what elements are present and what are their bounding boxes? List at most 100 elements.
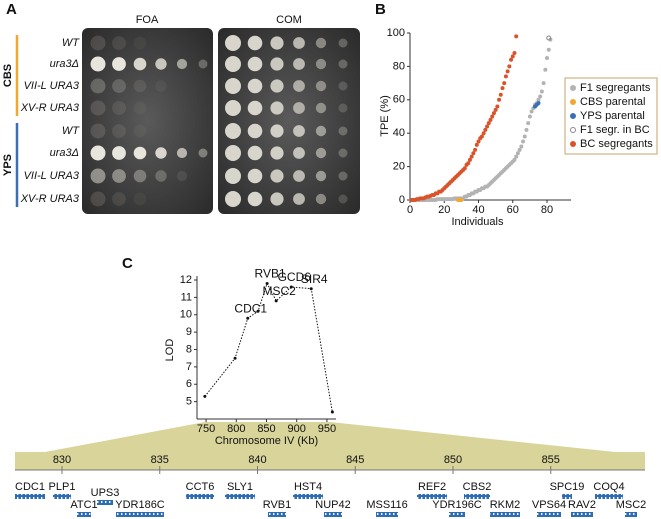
- data-point: [473, 147, 478, 152]
- colony-spot: [90, 168, 106, 184]
- x-axis-label: Individuals: [452, 216, 504, 228]
- colony-spot: [90, 191, 106, 207]
- x-tick-label: 40: [472, 204, 484, 216]
- colony-spot: [270, 192, 284, 206]
- gene-label: CCT6: [186, 481, 215, 493]
- x-tick-label: 800: [227, 423, 245, 435]
- data-point: [486, 121, 491, 126]
- x-tick-label: 60: [507, 204, 519, 216]
- colony-spot: [247, 35, 263, 51]
- gene-glyph: [186, 494, 214, 499]
- colony-spot: [247, 100, 263, 116]
- gene-glyph: [324, 512, 342, 517]
- colony-spot: [338, 148, 348, 158]
- colony-spot: [293, 147, 305, 159]
- legend-marker: [570, 141, 576, 147]
- colony-spot: [112, 192, 126, 206]
- data-point: [256, 309, 260, 313]
- gene-label: NUP42: [315, 499, 350, 511]
- colony-spot: [112, 146, 126, 160]
- data-point: [474, 142, 479, 147]
- data-point: [521, 139, 526, 144]
- gene-glyph: [464, 494, 490, 499]
- point-label: GCD6: [278, 270, 312, 284]
- column-label: COM: [276, 14, 302, 26]
- colony-spot: [270, 57, 284, 71]
- colony-spot: [293, 80, 305, 92]
- data-point: [246, 316, 250, 320]
- data-point: [203, 394, 207, 398]
- data-point: [543, 67, 548, 72]
- colony-spot: [338, 194, 348, 204]
- data-point: [483, 127, 488, 132]
- x-tick-label: 0: [407, 204, 413, 216]
- colony-spot: [338, 59, 348, 69]
- y-tick-label: 8: [186, 343, 192, 355]
- gene-label: REF2: [418, 481, 446, 493]
- map-tick-label: 845: [346, 454, 364, 466]
- colony-spot: [293, 193, 305, 205]
- gene-glyph: [97, 500, 113, 505]
- colony-spot: [270, 101, 284, 115]
- y-tick-label: 10: [180, 309, 192, 321]
- gene-glyph: [537, 512, 561, 517]
- point-label: MSC2: [262, 284, 296, 298]
- data-point: [546, 47, 551, 52]
- panel-label: B: [375, 1, 386, 18]
- data-point: [265, 281, 269, 285]
- colony-spot: [338, 171, 348, 181]
- data-point: [536, 101, 541, 106]
- plate: [82, 28, 213, 214]
- legend-marker: [570, 113, 576, 119]
- map-tick-label: 855: [542, 454, 560, 466]
- colony-spot: [315, 170, 327, 182]
- y-tick-label: 60: [393, 94, 405, 106]
- legend-marker: [570, 127, 576, 133]
- colony-spot: [133, 57, 147, 71]
- colony-spot: [247, 56, 263, 72]
- gene-glyph: [625, 512, 637, 517]
- y-tick-label: 40: [393, 127, 405, 139]
- data-point: [512, 157, 517, 162]
- data-point: [538, 94, 543, 99]
- colony-spot: [270, 36, 284, 50]
- colony-spot: [338, 81, 348, 91]
- colony-spot: [338, 103, 348, 113]
- strain-label: ura3Δ: [50, 147, 79, 159]
- colony-spot: [225, 78, 241, 94]
- colony-spot: [270, 124, 284, 138]
- x-tick-label: 20: [438, 204, 450, 216]
- data-point: [515, 151, 520, 156]
- gene-glyph: [417, 494, 447, 499]
- y-tick-label: 9: [186, 326, 192, 338]
- gene-glyph: [376, 512, 398, 517]
- gene-glyph: [571, 512, 593, 517]
- colony-spot: [112, 169, 126, 183]
- x-tick-label: 80: [541, 204, 553, 216]
- data-point: [536, 97, 541, 102]
- strain-label: VII-L URA3: [24, 170, 80, 182]
- data-point: [495, 104, 500, 109]
- colony-spot: [155, 170, 167, 182]
- colony-spot: [315, 37, 327, 49]
- data-point: [514, 154, 519, 159]
- data-point: [502, 81, 507, 86]
- data-point: [466, 161, 471, 166]
- y-tick-label: 100: [387, 27, 405, 39]
- strain-label: WT: [62, 37, 80, 49]
- colony-spot: [247, 123, 263, 139]
- colony-spot: [90, 78, 106, 94]
- colony-spot: [133, 36, 147, 50]
- colony-spot: [293, 58, 305, 70]
- colony-spot: [247, 78, 263, 94]
- data-point: [479, 134, 484, 139]
- data-point: [462, 166, 467, 171]
- y-tick-label: 5: [186, 396, 192, 408]
- data-point: [507, 64, 512, 69]
- data-point: [529, 109, 534, 114]
- gene-glyph: [225, 494, 255, 499]
- gene-label: CBS2: [463, 481, 492, 493]
- zoom-band: [15, 452, 645, 470]
- gene-glyph: [595, 494, 623, 499]
- colony-spot: [176, 147, 188, 159]
